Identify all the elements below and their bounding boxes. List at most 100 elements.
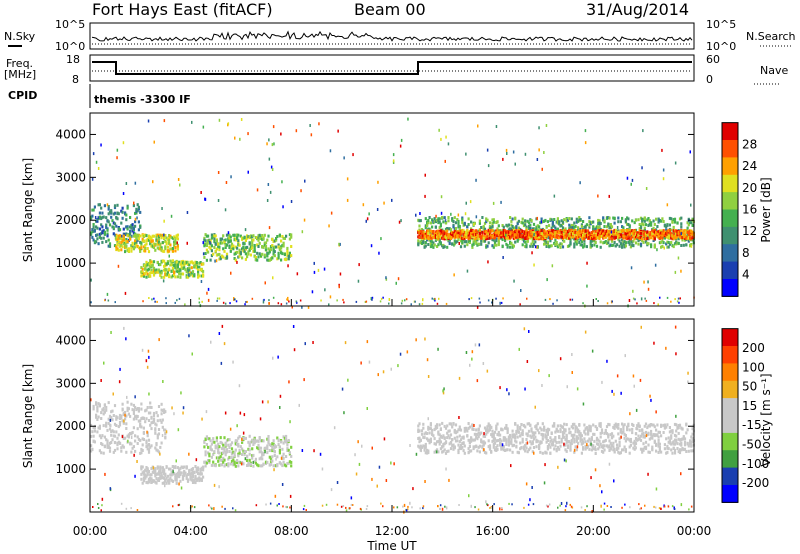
power-cell — [681, 238, 684, 242]
power-noise-cell — [106, 203, 109, 207]
power-cell — [456, 218, 459, 221]
velocity-cell — [599, 425, 602, 428]
power-cell — [471, 228, 474, 232]
power-cell — [472, 240, 475, 244]
power-ground-cell — [418, 303, 421, 306]
power-cell — [277, 254, 280, 258]
power-cell — [643, 228, 646, 232]
velocity-cell — [188, 472, 191, 476]
power-cell — [483, 236, 487, 240]
velocity-cell — [98, 424, 101, 428]
power-cell — [495, 243, 498, 247]
velocity-cell — [459, 428, 463, 432]
power-cell — [244, 246, 247, 250]
power-noise-cell — [626, 176, 629, 180]
power-cell — [608, 244, 611, 248]
power-cell — [609, 223, 612, 226]
power-cell — [146, 263, 149, 267]
power-cell — [639, 226, 643, 230]
velocity-cell — [492, 437, 495, 441]
power-cell — [142, 249, 146, 253]
power-cell — [487, 228, 490, 232]
power-ytick-label: 3000 — [55, 170, 86, 184]
velocity-cell — [505, 424, 508, 427]
freq-tick-top: 18 — [66, 53, 80, 66]
velocity-cell — [577, 436, 580, 440]
power-cell — [662, 241, 665, 245]
power-cell — [448, 233, 451, 237]
velocity-cell — [225, 448, 229, 452]
power-cell — [217, 242, 220, 246]
velocity-cell — [183, 473, 186, 477]
power-cell — [121, 210, 124, 214]
velocity-cell — [140, 407, 143, 411]
power-ground-cell — [597, 300, 599, 302]
power-cell — [580, 236, 583, 240]
power-cell — [532, 227, 536, 231]
power-cell — [648, 222, 651, 226]
power-cell — [658, 241, 661, 245]
power-cell — [631, 231, 634, 235]
power-cell — [680, 216, 683, 220]
velocity-cell — [613, 423, 616, 427]
velocity-cell — [466, 429, 469, 433]
nave-tick-bottom: 0 — [706, 73, 713, 86]
station-title: Fort Hays East (fitACF) — [92, 0, 273, 19]
velocity-cell — [428, 431, 431, 435]
power-cell — [524, 232, 527, 236]
power-noise-cell — [597, 194, 599, 198]
power-noise-cell — [450, 212, 452, 216]
power-cell — [290, 254, 293, 258]
power-cell — [420, 236, 424, 239]
velocity-cell — [426, 432, 429, 435]
power-noise-cell — [236, 260, 238, 264]
power-cell — [288, 233, 291, 237]
velocity-cell — [259, 464, 263, 468]
power-cell — [594, 241, 597, 244]
velocity-cell — [92, 439, 95, 443]
velocity-cell — [195, 479, 198, 482]
power-cell — [444, 235, 448, 239]
velocity-cell — [215, 456, 218, 460]
power-cell — [456, 232, 459, 236]
velocity-cell — [573, 433, 576, 437]
power-cell — [140, 246, 143, 250]
velocity-cell — [538, 431, 541, 435]
velocity-cell — [112, 450, 115, 454]
power-cell — [160, 271, 163, 275]
velocity-cell — [642, 447, 645, 451]
velocity-cell — [198, 477, 201, 480]
velocity-cell — [282, 435, 285, 439]
velocity-cell — [253, 460, 256, 464]
power-cell — [623, 233, 626, 237]
velocity-cell — [515, 431, 518, 435]
power-cell — [475, 241, 478, 245]
power-cell — [608, 235, 611, 239]
velocity-cell — [624, 439, 627, 443]
power-ground-cell — [644, 297, 646, 300]
power-cell — [232, 247, 235, 251]
velocity-cell — [650, 429, 653, 433]
velocity-cell — [521, 429, 524, 433]
power-cell — [621, 216, 624, 220]
power-cell — [480, 226, 483, 229]
velocity-cell — [102, 451, 105, 455]
power-cell — [619, 233, 622, 237]
power-cell — [107, 238, 110, 242]
power-cell — [463, 244, 466, 248]
velocity-cell — [199, 472, 202, 476]
power-cell — [253, 246, 256, 250]
power-cell — [262, 236, 265, 240]
velocity-cell — [262, 451, 265, 455]
velocity-cell — [609, 433, 612, 437]
power-cell — [531, 236, 534, 239]
velocity-cell — [134, 439, 137, 443]
power-cell — [144, 249, 147, 253]
power-cell — [661, 217, 664, 221]
velocity-cell — [241, 447, 244, 451]
velocity-cell — [626, 426, 629, 430]
power-ground-cell — [268, 302, 270, 305]
velocity-cell — [247, 463, 250, 467]
velocity-cell — [234, 448, 237, 452]
power-cell — [438, 230, 441, 234]
